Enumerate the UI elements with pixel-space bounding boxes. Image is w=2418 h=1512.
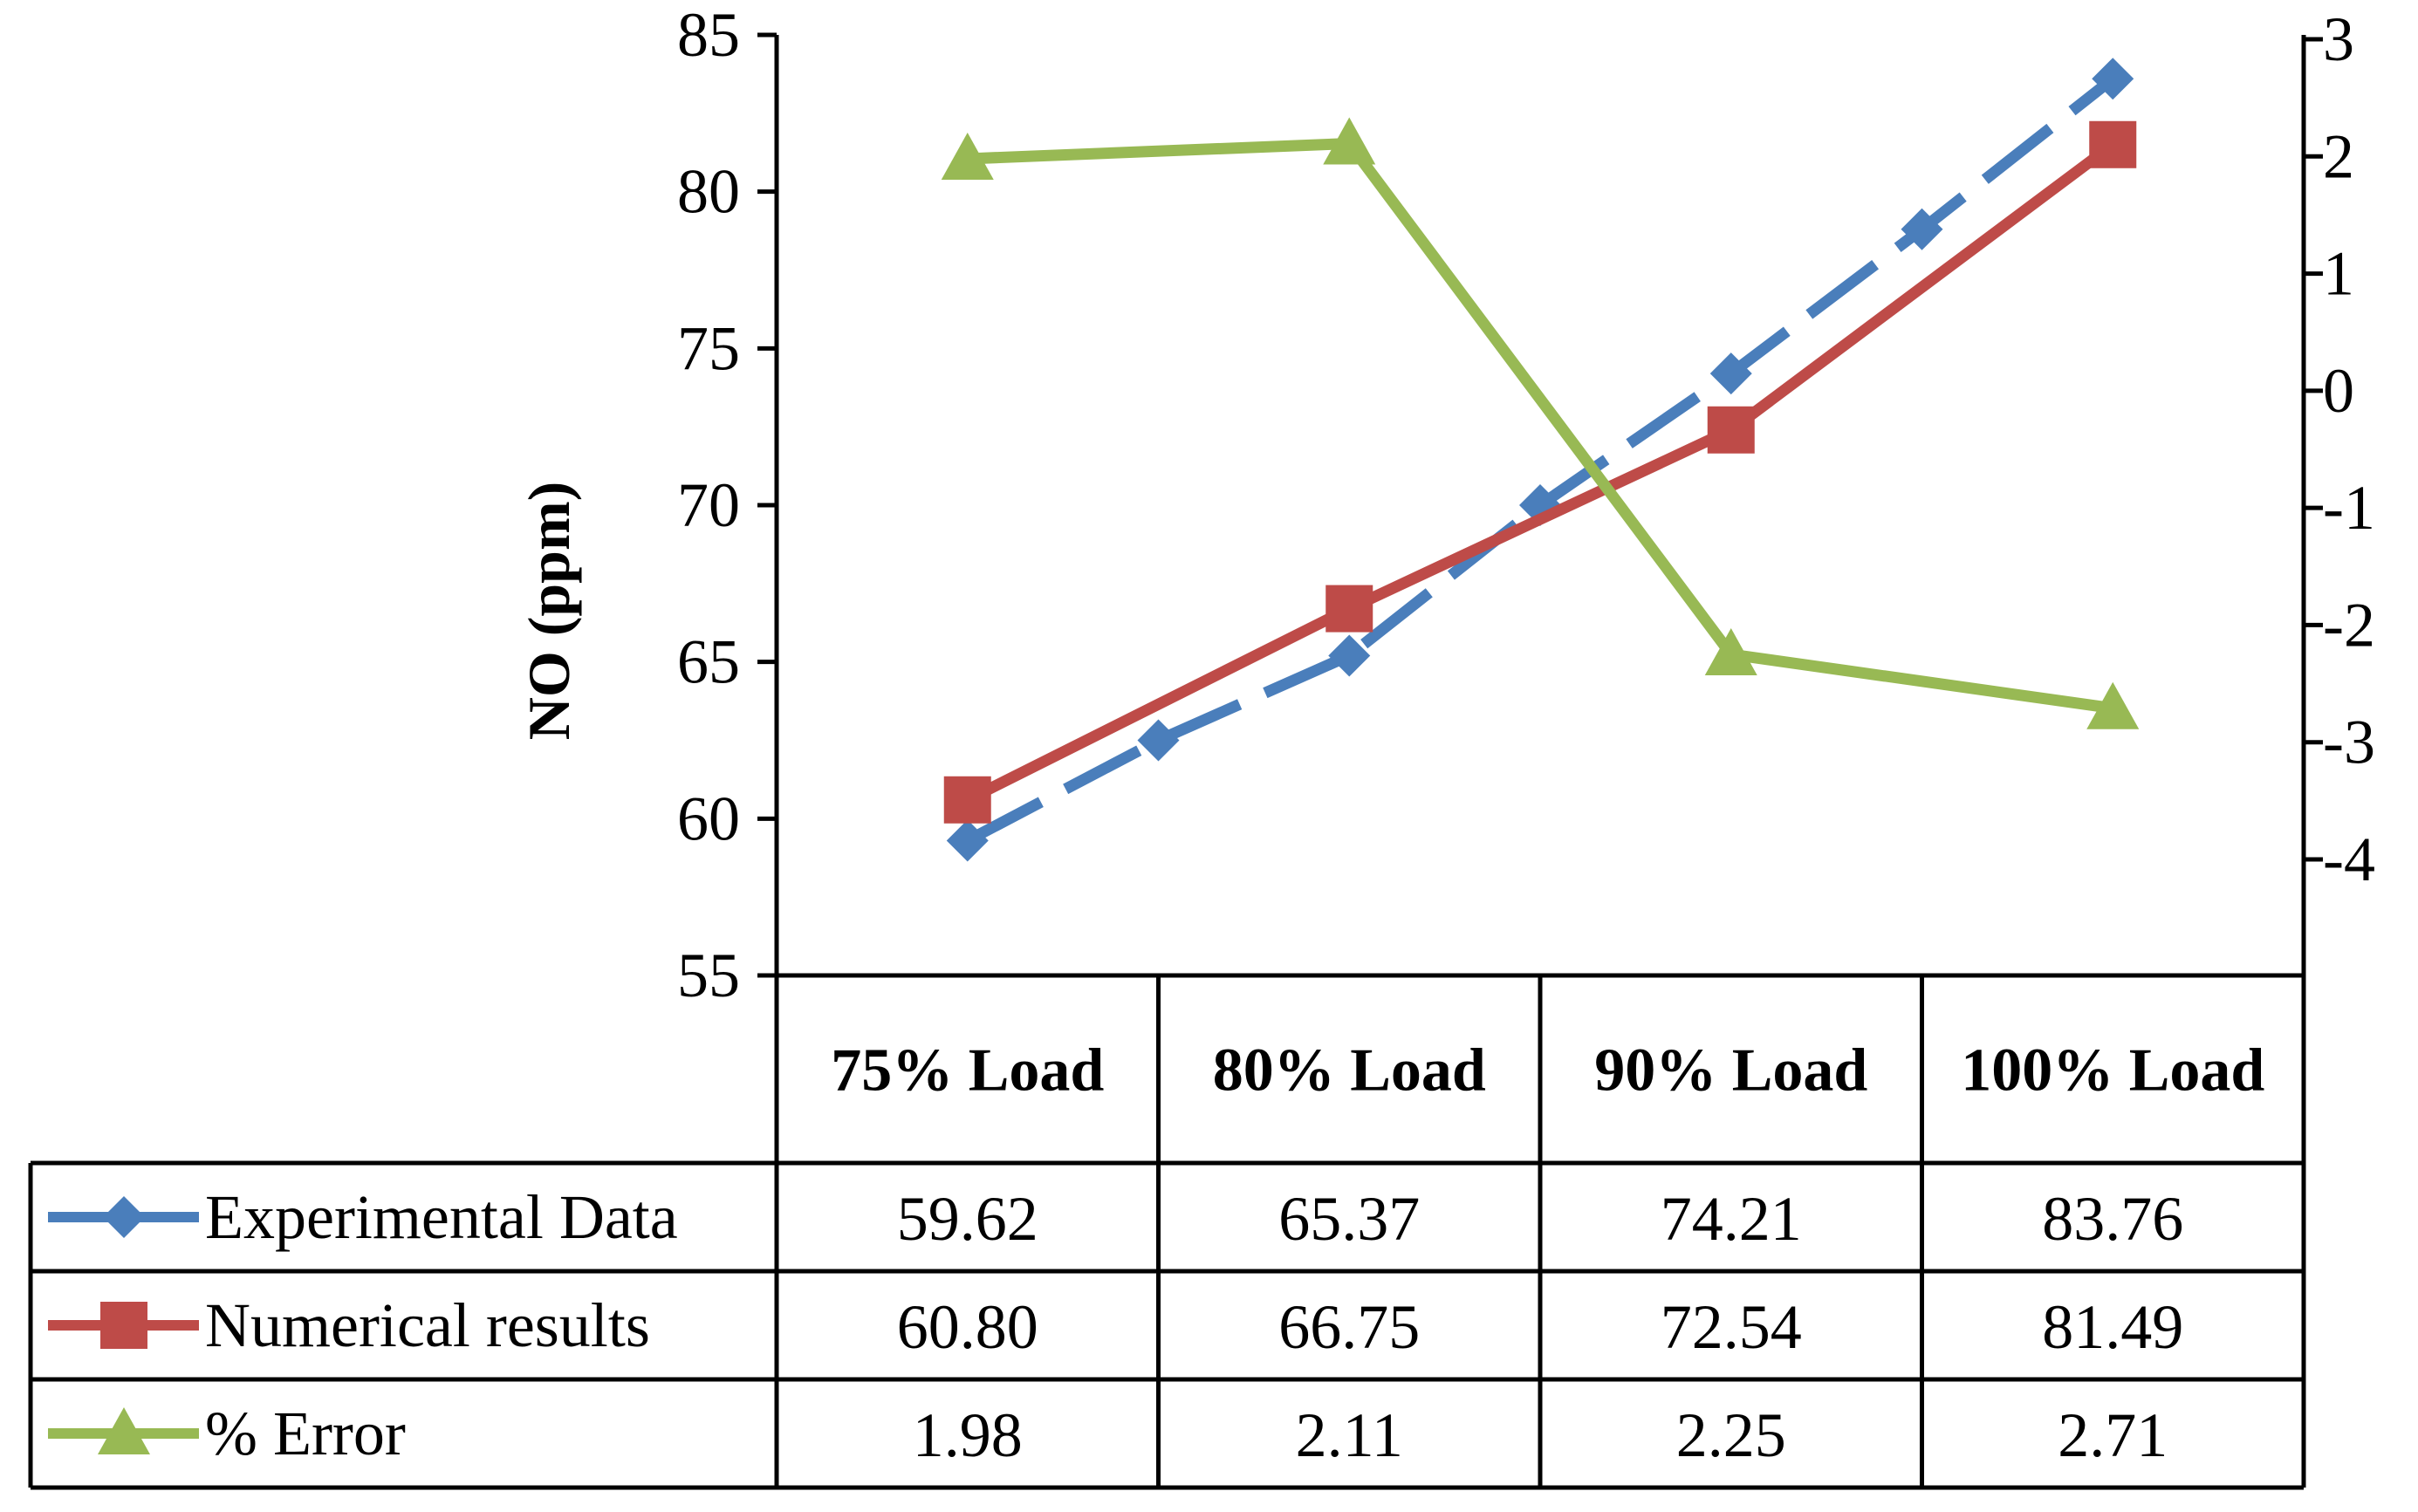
category-label: 80% Load: [1213, 1037, 1486, 1105]
y-tick-label: 65: [677, 627, 740, 697]
y2-tick-label: -2: [2323, 590, 2375, 660]
table-cell: 2.11: [1296, 1400, 1403, 1470]
plot-area: [941, 58, 2140, 862]
y-tick-label: 60: [677, 783, 740, 853]
data-point-square: [1707, 406, 1755, 454]
data-point-triangle: [98, 1407, 150, 1454]
table-cell: 66.75: [1278, 1292, 1420, 1362]
y-tick-label: 85: [677, 0, 740, 70]
data-point-triangle: [2086, 681, 2140, 729]
y2-tick-label: -4: [2323, 824, 2375, 894]
data-point-triangle: [1704, 628, 1757, 675]
category-label: 100% Load: [1961, 1037, 2264, 1105]
y2-tick-label: -1: [2323, 473, 2375, 543]
table-cell: 2.25: [1676, 1400, 1786, 1470]
data-point-diamond: [103, 1196, 145, 1238]
data-point-square: [100, 1302, 147, 1349]
table-cell: 65.37: [1278, 1184, 1420, 1254]
table-cell: 60.80: [897, 1292, 1038, 1362]
series-experimental-data: [946, 58, 2134, 862]
legend-key: [48, 1196, 199, 1238]
data-point-diamond: [946, 819, 989, 862]
category-label: 75% Load: [831, 1037, 1104, 1105]
category-label: 90% Load: [1594, 1037, 1867, 1105]
axes: [757, 32, 2323, 1488]
legend-label: % Error: [205, 1399, 406, 1468]
table-cell: 81.49: [2042, 1292, 2183, 1362]
table-cell: 83.76: [2042, 1184, 2183, 1254]
legend-label: Experimental Data: [205, 1182, 678, 1252]
y-tick-label: 55: [677, 941, 740, 1010]
legend-key: [48, 1302, 199, 1349]
y-tick-label: 70: [677, 470, 740, 540]
series-line: [967, 138, 2114, 715]
y-axis-label: NO (ppm): [516, 482, 582, 741]
series-line: [964, 140, 2117, 805]
y-tick-label: 80: [677, 157, 740, 227]
data-point-square: [1325, 585, 1373, 633]
y2-tick-label: 0: [2323, 356, 2354, 426]
y2-tick-label: 3: [2323, 4, 2354, 74]
data-point-triangle: [1323, 117, 1376, 165]
table-cell: 74.21: [1661, 1184, 1802, 1254]
table-cell: 1.98: [913, 1400, 1023, 1470]
series-line: [964, 74, 2117, 846]
labels: NO (ppm) 55 60 65 70 75 80 85 -4 -3 -2 -1 0 1 2 3 75% L…: [205, 0, 2375, 1470]
table-cell: 2.71: [2058, 1400, 2168, 1470]
table-cell: 72.54: [1661, 1292, 1802, 1362]
data-point-diamond: [1709, 352, 1752, 395]
data-point-diamond: [1137, 719, 1180, 762]
data-point-diamond: [1901, 208, 1943, 250]
y2-tick-label: 1: [2323, 239, 2354, 309]
y2-tick-label: -3: [2323, 708, 2375, 777]
data-point-square: [943, 776, 991, 824]
data-point-diamond: [2092, 58, 2134, 100]
data-point-diamond: [1328, 634, 1371, 677]
data-point-square: [2089, 120, 2137, 168]
legend-label: Numerical results: [205, 1290, 650, 1360]
series-numerical-results: [943, 120, 2137, 824]
y-tick-label: 75: [677, 313, 740, 383]
series--error: [941, 117, 2140, 729]
y2-tick-label: 2: [2323, 121, 2354, 191]
legend-key: [48, 1407, 199, 1454]
data-point-triangle: [941, 132, 994, 180]
table-cell: 59.62: [897, 1184, 1038, 1254]
